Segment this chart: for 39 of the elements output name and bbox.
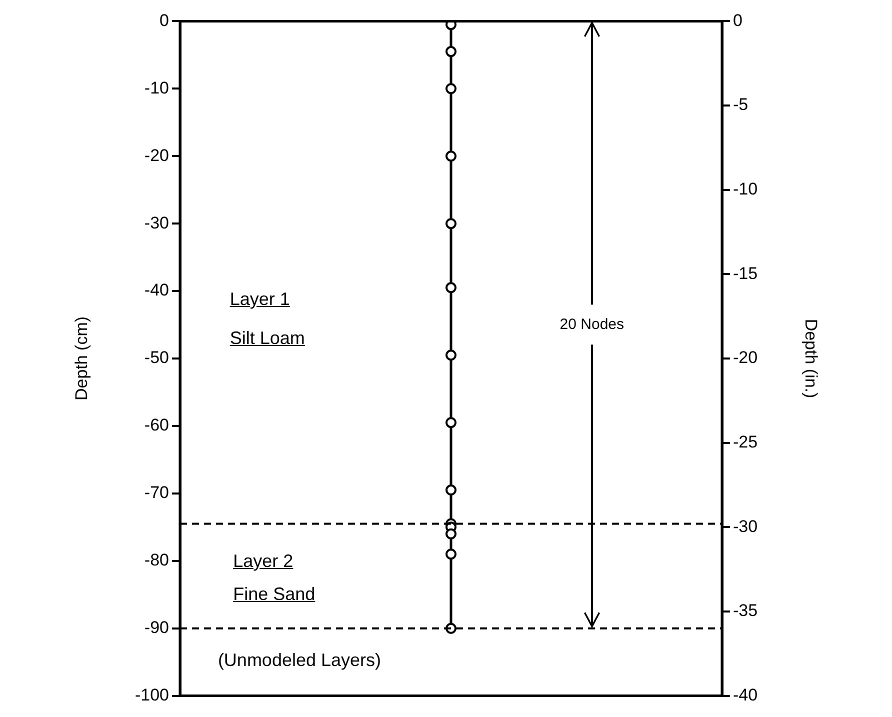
y-axis-title: Depth (cm) xyxy=(72,316,91,401)
point xyxy=(446,350,456,361)
y-tick-label: -20 xyxy=(144,146,169,165)
annotation: Layer 2 xyxy=(233,550,294,572)
y2-tick-label: -15 xyxy=(733,264,758,283)
annotation: (Unmodeled Layers) xyxy=(218,649,382,672)
y-tick-label: -100 xyxy=(134,685,169,704)
annotation: 20 Nodes xyxy=(558,314,626,335)
annotation: Layer 1 xyxy=(230,288,290,310)
y2-tick-label: -40 xyxy=(733,685,758,704)
y2-tick-label: -5 xyxy=(733,95,748,114)
y2-axis-title: Depth (in.) xyxy=(801,318,820,398)
point xyxy=(446,417,456,428)
y-tick-label: 0 xyxy=(160,10,169,30)
y2-tick-label: 0 xyxy=(733,10,742,30)
point xyxy=(446,528,456,540)
y-tick-label: -60 xyxy=(144,416,169,435)
y-tick-label: -40 xyxy=(144,280,169,300)
point xyxy=(446,21,456,30)
point xyxy=(446,282,456,294)
y2-tick-label: -20 xyxy=(733,348,758,368)
point xyxy=(446,83,456,94)
y-tick-label: -90 xyxy=(144,618,169,638)
y2-tick-label: -30 xyxy=(733,516,758,536)
annotation: Silt Loam xyxy=(230,327,305,350)
y2-tick-label: -25 xyxy=(733,432,758,452)
y-tick-label: -50 xyxy=(144,348,169,368)
y2-tick-label: -35 xyxy=(733,601,758,620)
point xyxy=(446,218,456,230)
y-tick-label: -70 xyxy=(144,483,169,502)
y-tick-label: -10 xyxy=(144,78,169,98)
point xyxy=(446,548,456,560)
annotation: Fine Sand xyxy=(233,582,316,605)
y2-tick-label: -10 xyxy=(733,180,758,199)
point xyxy=(446,484,456,496)
point xyxy=(446,150,456,162)
point xyxy=(446,46,456,58)
y-tick-label: -30 xyxy=(144,213,169,232)
y-tick-label: -80 xyxy=(144,550,169,570)
